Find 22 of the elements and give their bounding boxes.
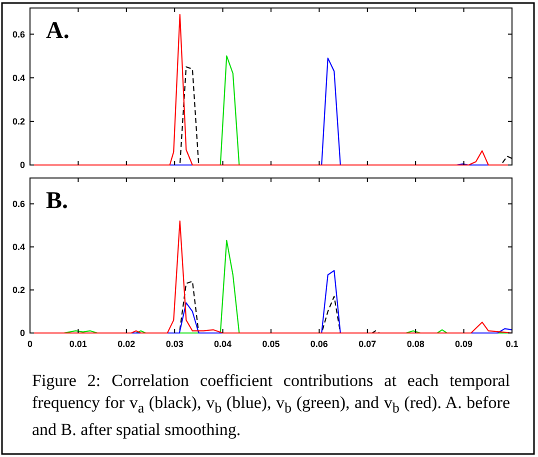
text: Figure 2: Correlation coefficient contributions at each temporal frequency for v$_{a}$ (black), v$_{b}$ (blue), v$_{b}$ (green), and v$_{b}$ (red). A. before and B. after spatial smoothing. xyxy=(32,371,510,440)
annotation: A. xyxy=(46,18,70,44)
x-tick-label: 0.05 xyxy=(262,339,280,349)
y-tick-label: 0.4 xyxy=(12,72,25,83)
x-tick-label: 0.08 xyxy=(406,339,424,349)
y-tick-label: 0.4 xyxy=(12,242,25,252)
x-tick-label: 0.1 xyxy=(506,339,518,349)
x-tick-label: 0.07 xyxy=(358,339,376,349)
y-tick-label: 0 xyxy=(20,328,25,338)
x-tick-label: 0.02 xyxy=(118,339,136,349)
y-tick-label: 0.2 xyxy=(12,285,25,296)
y-tick-label: 0.2 xyxy=(12,116,25,127)
x-tick-label: 0.03 xyxy=(166,339,184,349)
x-tick-label: 0.09 xyxy=(455,339,473,349)
y-tick-label: 0.6 xyxy=(12,29,25,40)
x-tick-label: 0.04 xyxy=(214,339,232,349)
x-tick-label: 0.01 xyxy=(69,339,87,349)
annotation: B. xyxy=(46,188,68,214)
y-tick-label: 0.6 xyxy=(12,198,25,209)
x-tick-label: 0.06 xyxy=(310,339,328,349)
y-tick-label: 0 xyxy=(20,160,25,170)
x-tick-label: 0 xyxy=(27,339,33,349)
